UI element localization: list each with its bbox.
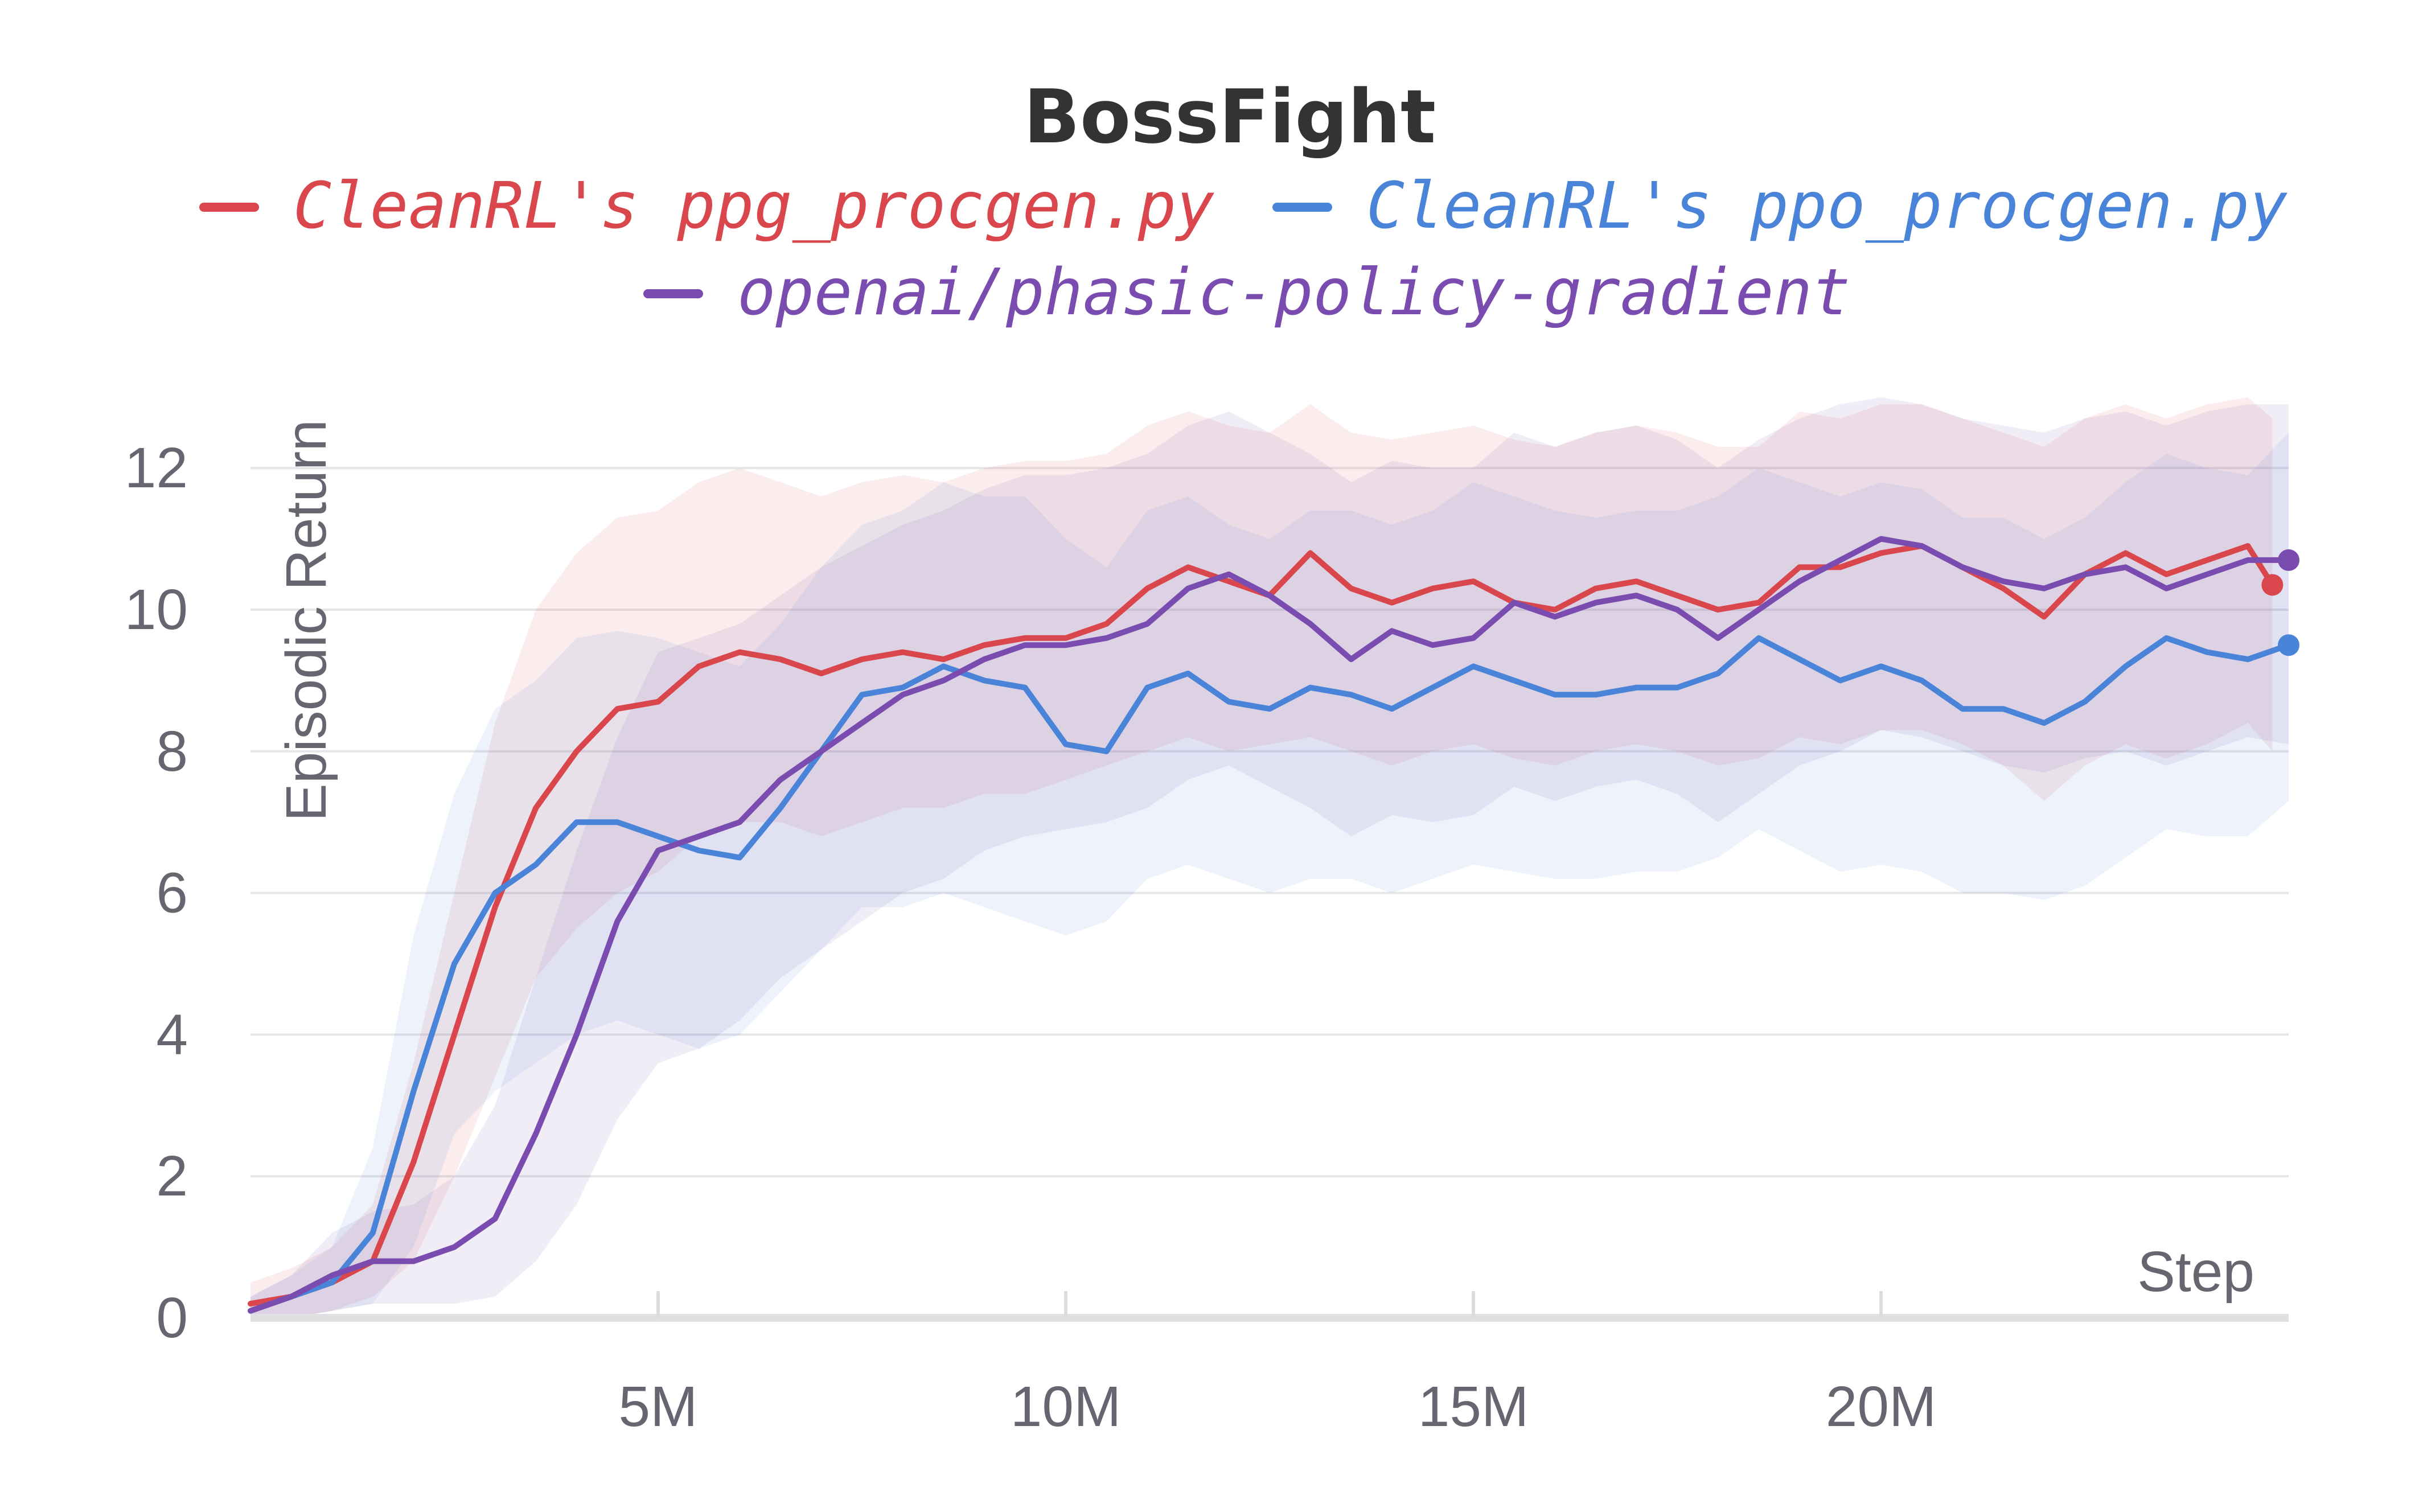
- x-axis-label: Step: [2137, 1240, 2254, 1304]
- y-axis-label: Episodic Return: [274, 420, 338, 821]
- y-tick-label: 10: [125, 578, 188, 642]
- series-end-point-0: [2261, 574, 2284, 596]
- x-tick-label: 20M: [1826, 1375, 1937, 1439]
- legend-label-0: CleanRL's ppg_procgen.py: [293, 169, 1214, 243]
- y-tick-label: 2: [156, 1144, 188, 1208]
- series-band-2: [250, 397, 2289, 1318]
- legend-label-1: CleanRL's ppo_procgen.py: [1366, 169, 2288, 243]
- legend-swatch-0: [199, 203, 259, 212]
- confidence-bands: [250, 397, 2289, 1318]
- y-tick-label: 8: [156, 720, 188, 783]
- legend: CleanRL's ppg_procgen.py CleanRL's ppo_pr…: [199, 169, 2288, 330]
- x-tick-label: 10M: [1011, 1375, 1122, 1439]
- series-lines: [248, 536, 2291, 1314]
- y-tick-label: 0: [156, 1286, 188, 1350]
- series-line-2: [248, 536, 2291, 1314]
- y-tick-label: 12: [125, 436, 188, 500]
- legend-label-2: openai/phasic-policy-gradient: [737, 256, 1850, 330]
- y-tick-label: 4: [156, 1002, 188, 1066]
- y-axis-ticks: 0 2 4 6 8 10 12: [125, 436, 188, 1350]
- legend-swatch-1: [1272, 203, 1332, 212]
- chart-title: BossFight: [1024, 73, 1436, 160]
- series-band-0: [250, 397, 2273, 1318]
- x-axis-ticks: 5M 10M 15M 20M: [619, 1291, 1937, 1439]
- gridlines: [250, 467, 2289, 1178]
- series-end-point-1: [2278, 634, 2299, 656]
- x-tick-label: 15M: [1418, 1375, 1529, 1439]
- series-end-markers: [2261, 549, 2299, 656]
- series-line-1: [248, 635, 2291, 1314]
- legend-swatch-2: [643, 289, 703, 298]
- series-end-point-2: [2278, 549, 2299, 571]
- x-tick-label: 5M: [619, 1375, 698, 1439]
- y-tick-label: 6: [156, 861, 188, 925]
